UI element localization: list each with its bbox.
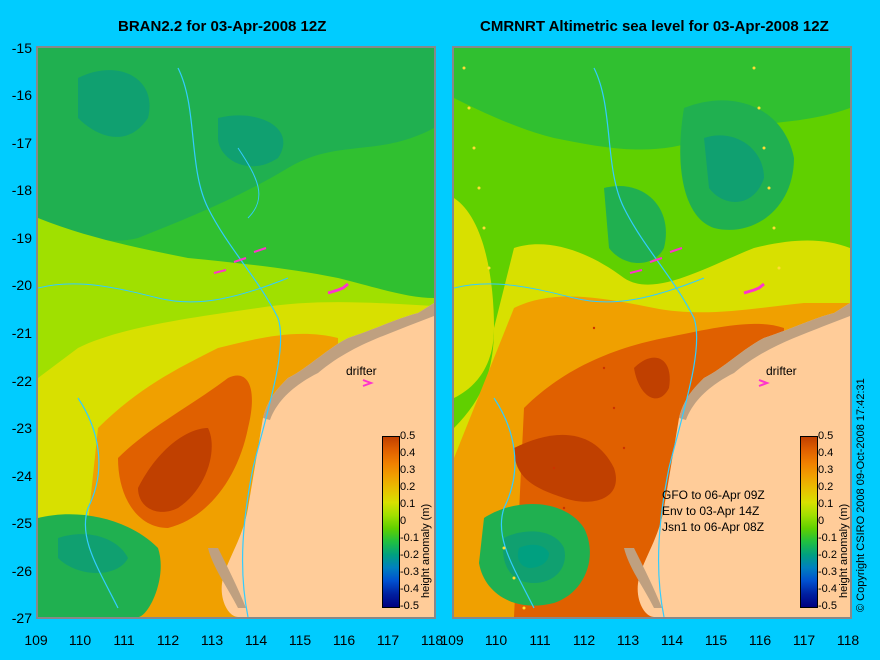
right-note-env: Env to 03-Apr 14Z [662,504,760,518]
right-drifter-label: drifter [766,364,797,378]
x-tick: 117 [792,632,816,648]
colorbar-tick: -0.5 [400,600,419,612]
colorbar-tick: -0.5 [818,600,837,612]
colorbar-tick: -0.2 [818,549,837,561]
colorbar-gradient [382,436,400,608]
x-tick: 118 [836,632,860,648]
x-tick: 111 [529,632,551,648]
y-tick: -19 [11,230,32,246]
y-tick: -18 [11,182,32,198]
x-tick: 109 [24,632,48,648]
colorbar-tick: 0.1 [400,498,416,510]
colorbar-title: height anomaly (m) [838,503,850,598]
y-tick: -16 [11,87,32,103]
x-tick: 109 [440,632,464,648]
colorbar-tick: 0.2 [818,481,834,493]
colorbar-tick: -0.4 [818,583,837,595]
colorbar-tick: 0 [400,515,407,527]
x-tick: 114 [244,632,268,648]
y-tick: -25 [11,515,32,531]
y-tick: -26 [11,563,32,579]
left-drifter-label: drifter [346,364,377,378]
x-tick: 114 [660,632,684,648]
y-tick: -15 [11,40,32,56]
y-tick: -22 [11,373,32,389]
colorbar-tick: -0.1 [400,532,419,544]
right-panel-title: CMRNRT Altimetric sea level for 03-Apr-2… [480,18,829,35]
x-tick: 116 [332,632,356,648]
right-map-panel[interactable]: drifter GFO to 06-Apr 09Z Env to 03-Apr … [452,46,852,619]
y-tick: -21 [11,325,32,341]
colorbar-tick: -0.2 [400,549,419,561]
y-tick: -23 [11,420,32,436]
y-tick: -17 [11,135,32,151]
left-map-panel[interactable]: drifter [36,46,436,619]
x-tick: 118 [420,632,444,648]
y-tick: -27 [11,610,32,626]
colorbar-tick: 0.1 [818,498,834,510]
x-tick: 111 [113,632,135,648]
x-tick: 112 [572,632,596,648]
x-tick: 113 [200,632,224,648]
y-tick: -24 [11,468,32,484]
colorbar-tick: -0.3 [818,566,837,578]
x-tick: 115 [704,632,728,648]
colorbar-tick: 0 [818,515,825,527]
colorbar-tick: 0.4 [400,447,416,459]
colorbar-tick: 0.5 [400,430,416,442]
colorbar-tick: 0.2 [400,481,416,493]
colorbar-title: height anomaly (m) [420,503,432,598]
colorbar-tick: 0.5 [818,430,834,442]
colorbar-tick: -0.3 [400,566,419,578]
colorbar-tick: -0.1 [818,532,837,544]
colorbar-tick: 0.3 [400,464,416,476]
right-note-jsn1: Jsn1 to 06-Apr 08Z [662,520,765,534]
x-tick: 116 [748,632,772,648]
colorbar-gradient [800,436,818,608]
x-tick: 112 [156,632,180,648]
x-tick: 113 [616,632,640,648]
x-tick: 117 [376,632,400,648]
left-panel-title: BRAN2.2 for 03-Apr-2008 12Z [118,18,327,35]
x-tick: 110 [484,632,508,648]
copyright-text: © Copyright CSIRO 2008 09-Oct-2008 17:42… [855,378,867,612]
colorbar-tick: 0.3 [818,464,834,476]
x-tick: 115 [288,632,312,648]
right-note-gfo: GFO to 06-Apr 09Z [662,488,765,502]
colorbar-tick: -0.4 [400,583,419,595]
colorbar-tick: 0.4 [818,447,834,459]
x-tick: 110 [68,632,92,648]
y-tick: -20 [11,277,32,293]
